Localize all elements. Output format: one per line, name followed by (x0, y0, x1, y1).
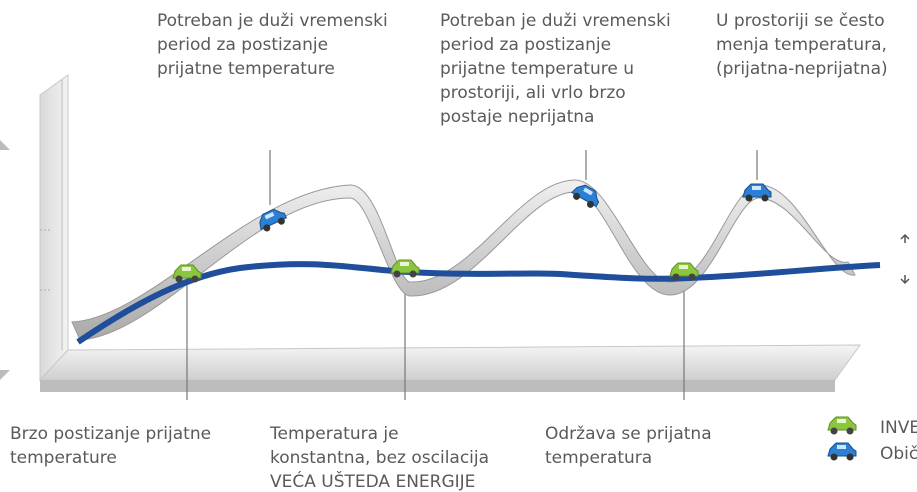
annotation-top: period za postizanje (440, 35, 611, 55)
y-axis (40, 75, 68, 380)
annotation-bottom: VEĆA UŠTEDA ENERGIJE (270, 470, 475, 492)
annotation-top: Potreban je duži vremenski (440, 11, 671, 31)
legend-icon (828, 443, 856, 461)
annotation-top: postaje neprijatna (440, 107, 594, 127)
x-axis (40, 345, 860, 380)
arrow-up (901, 235, 909, 243)
edge-mark (0, 370, 10, 380)
page: Potreban je duži vremenski period za post… (0, 0, 917, 492)
annotation-bottom: konstantna, bez oscilacija (270, 448, 489, 468)
arrow-down (901, 275, 909, 283)
annotation-top: menja temperatura, (716, 35, 887, 55)
legend-label: Obični (880, 444, 917, 464)
diagram: Potreban je duži vremenski period za post… (0, 0, 917, 492)
annotation-bottom: Temperatura je (269, 424, 399, 444)
annotation-bottom: temperature (10, 448, 117, 468)
annotation-top: prijatne temperature u (440, 59, 634, 79)
annotation-top: U prostoriji se često (716, 11, 885, 31)
conventional-ribbon (72, 180, 855, 340)
annotation-bottom: temperatura (545, 448, 652, 468)
annotation-top: prostoriji, ali vrlo brzo (440, 83, 626, 103)
annotation-top: Potreban je duži vremenski (157, 11, 388, 31)
annotation-bottom: Brzo postizanje prijatne (10, 424, 211, 444)
annotation-top: period za postizanje (157, 35, 328, 55)
annotation-bottom: Održava se prijatna (545, 424, 712, 444)
legend-label: INVERTER (880, 418, 917, 438)
annotation-top: (prijatna-neprijatna) (716, 59, 888, 79)
edge-mark (0, 140, 10, 150)
legend-icon (828, 417, 856, 435)
x-axis-side (40, 380, 835, 392)
annotation-top: prijatne temperature (157, 59, 335, 79)
